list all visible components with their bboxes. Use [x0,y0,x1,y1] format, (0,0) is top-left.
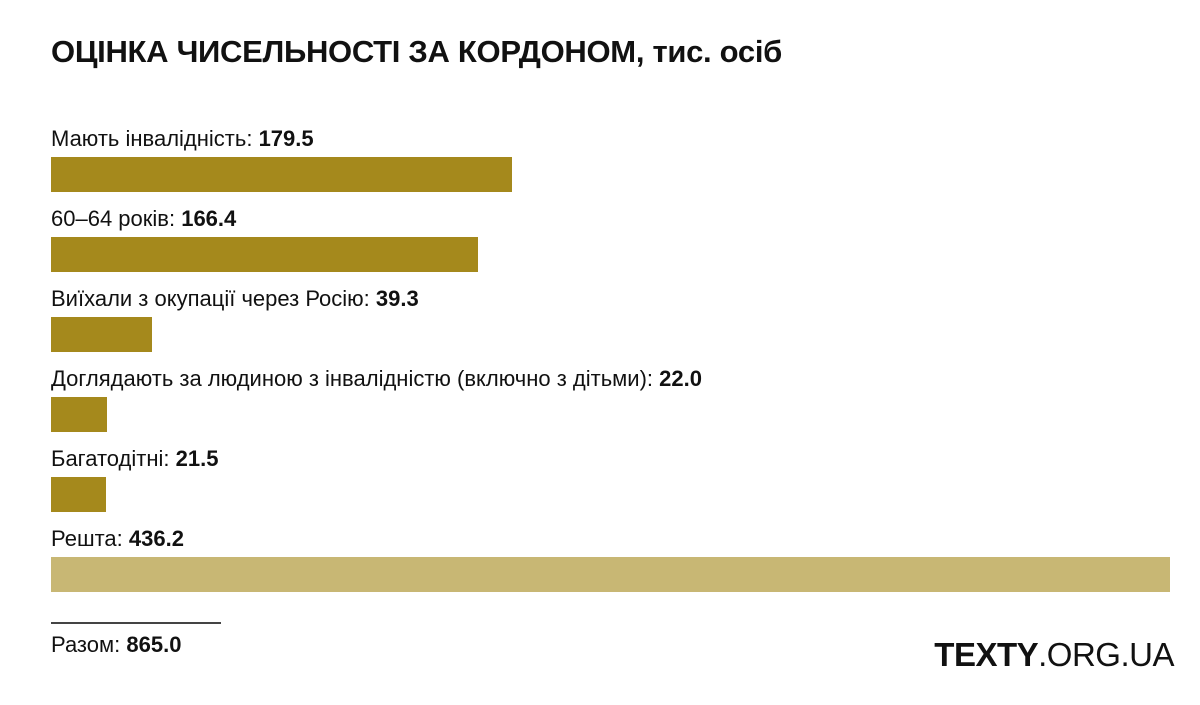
bar-value: 436.2 [128,526,184,551]
bar-row-rest: Решта: 436.2 [51,524,1171,604]
brand-logo: TEXTY.ORG.UA [934,636,1174,673]
bar [51,477,106,512]
bar-row-caregivers: Доглядають за людиною з інвалідністю (вк… [51,364,1171,444]
bar-label: 60–64 років: 166.4 [51,206,237,231]
bar-label: Виїхали з окупації через Росію: 39.3 [51,286,419,311]
bar [51,397,107,432]
bar [51,557,1170,592]
chart-title-main: ОЦІНКА ЧИСЕЛЬНОСТІ ЗА КОРДОНОМ, [51,34,645,69]
total-value: 865.0 [126,632,182,657]
bar-label: Мають інвалідність: 179.5 [51,126,314,151]
total-label: Разом: 865.0 [51,632,182,657]
bar-row-via-russia: Виїхали з окупації через Росію: 39.3 [51,284,1171,364]
bar-value: 166.4 [181,206,237,231]
total-divider [51,622,221,624]
bar-label: Багатодітні: 21.5 [51,446,219,471]
bar-row-disability: Мають інвалідність: 179.5 [51,124,1171,204]
bar [51,157,512,192]
bar [51,237,478,272]
bar-row-large-families: Багатодітні: 21.5 [51,444,1171,524]
bar-row-age-60-64: 60–64 років: 166.4 [51,204,1171,284]
bar-value: 39.3 [375,286,419,311]
bar-value: 179.5 [258,126,314,151]
chart-title: ОЦІНКА ЧИСЕЛЬНОСТІ ЗА КОРДОНОМ, тис. осі… [51,34,782,70]
bar-label: Доглядають за людиною з інвалідністю (вк… [51,366,702,391]
bar-label: Решта: 436.2 [51,526,184,551]
bar-value: 21.5 [175,446,219,471]
bar [51,317,152,352]
chart-title-unit: тис. осіб [652,34,783,69]
bar-chart: Мають інвалідність: 179.5 60–64 років: 1… [51,124,1171,604]
bar-value: 22.0 [659,366,702,391]
